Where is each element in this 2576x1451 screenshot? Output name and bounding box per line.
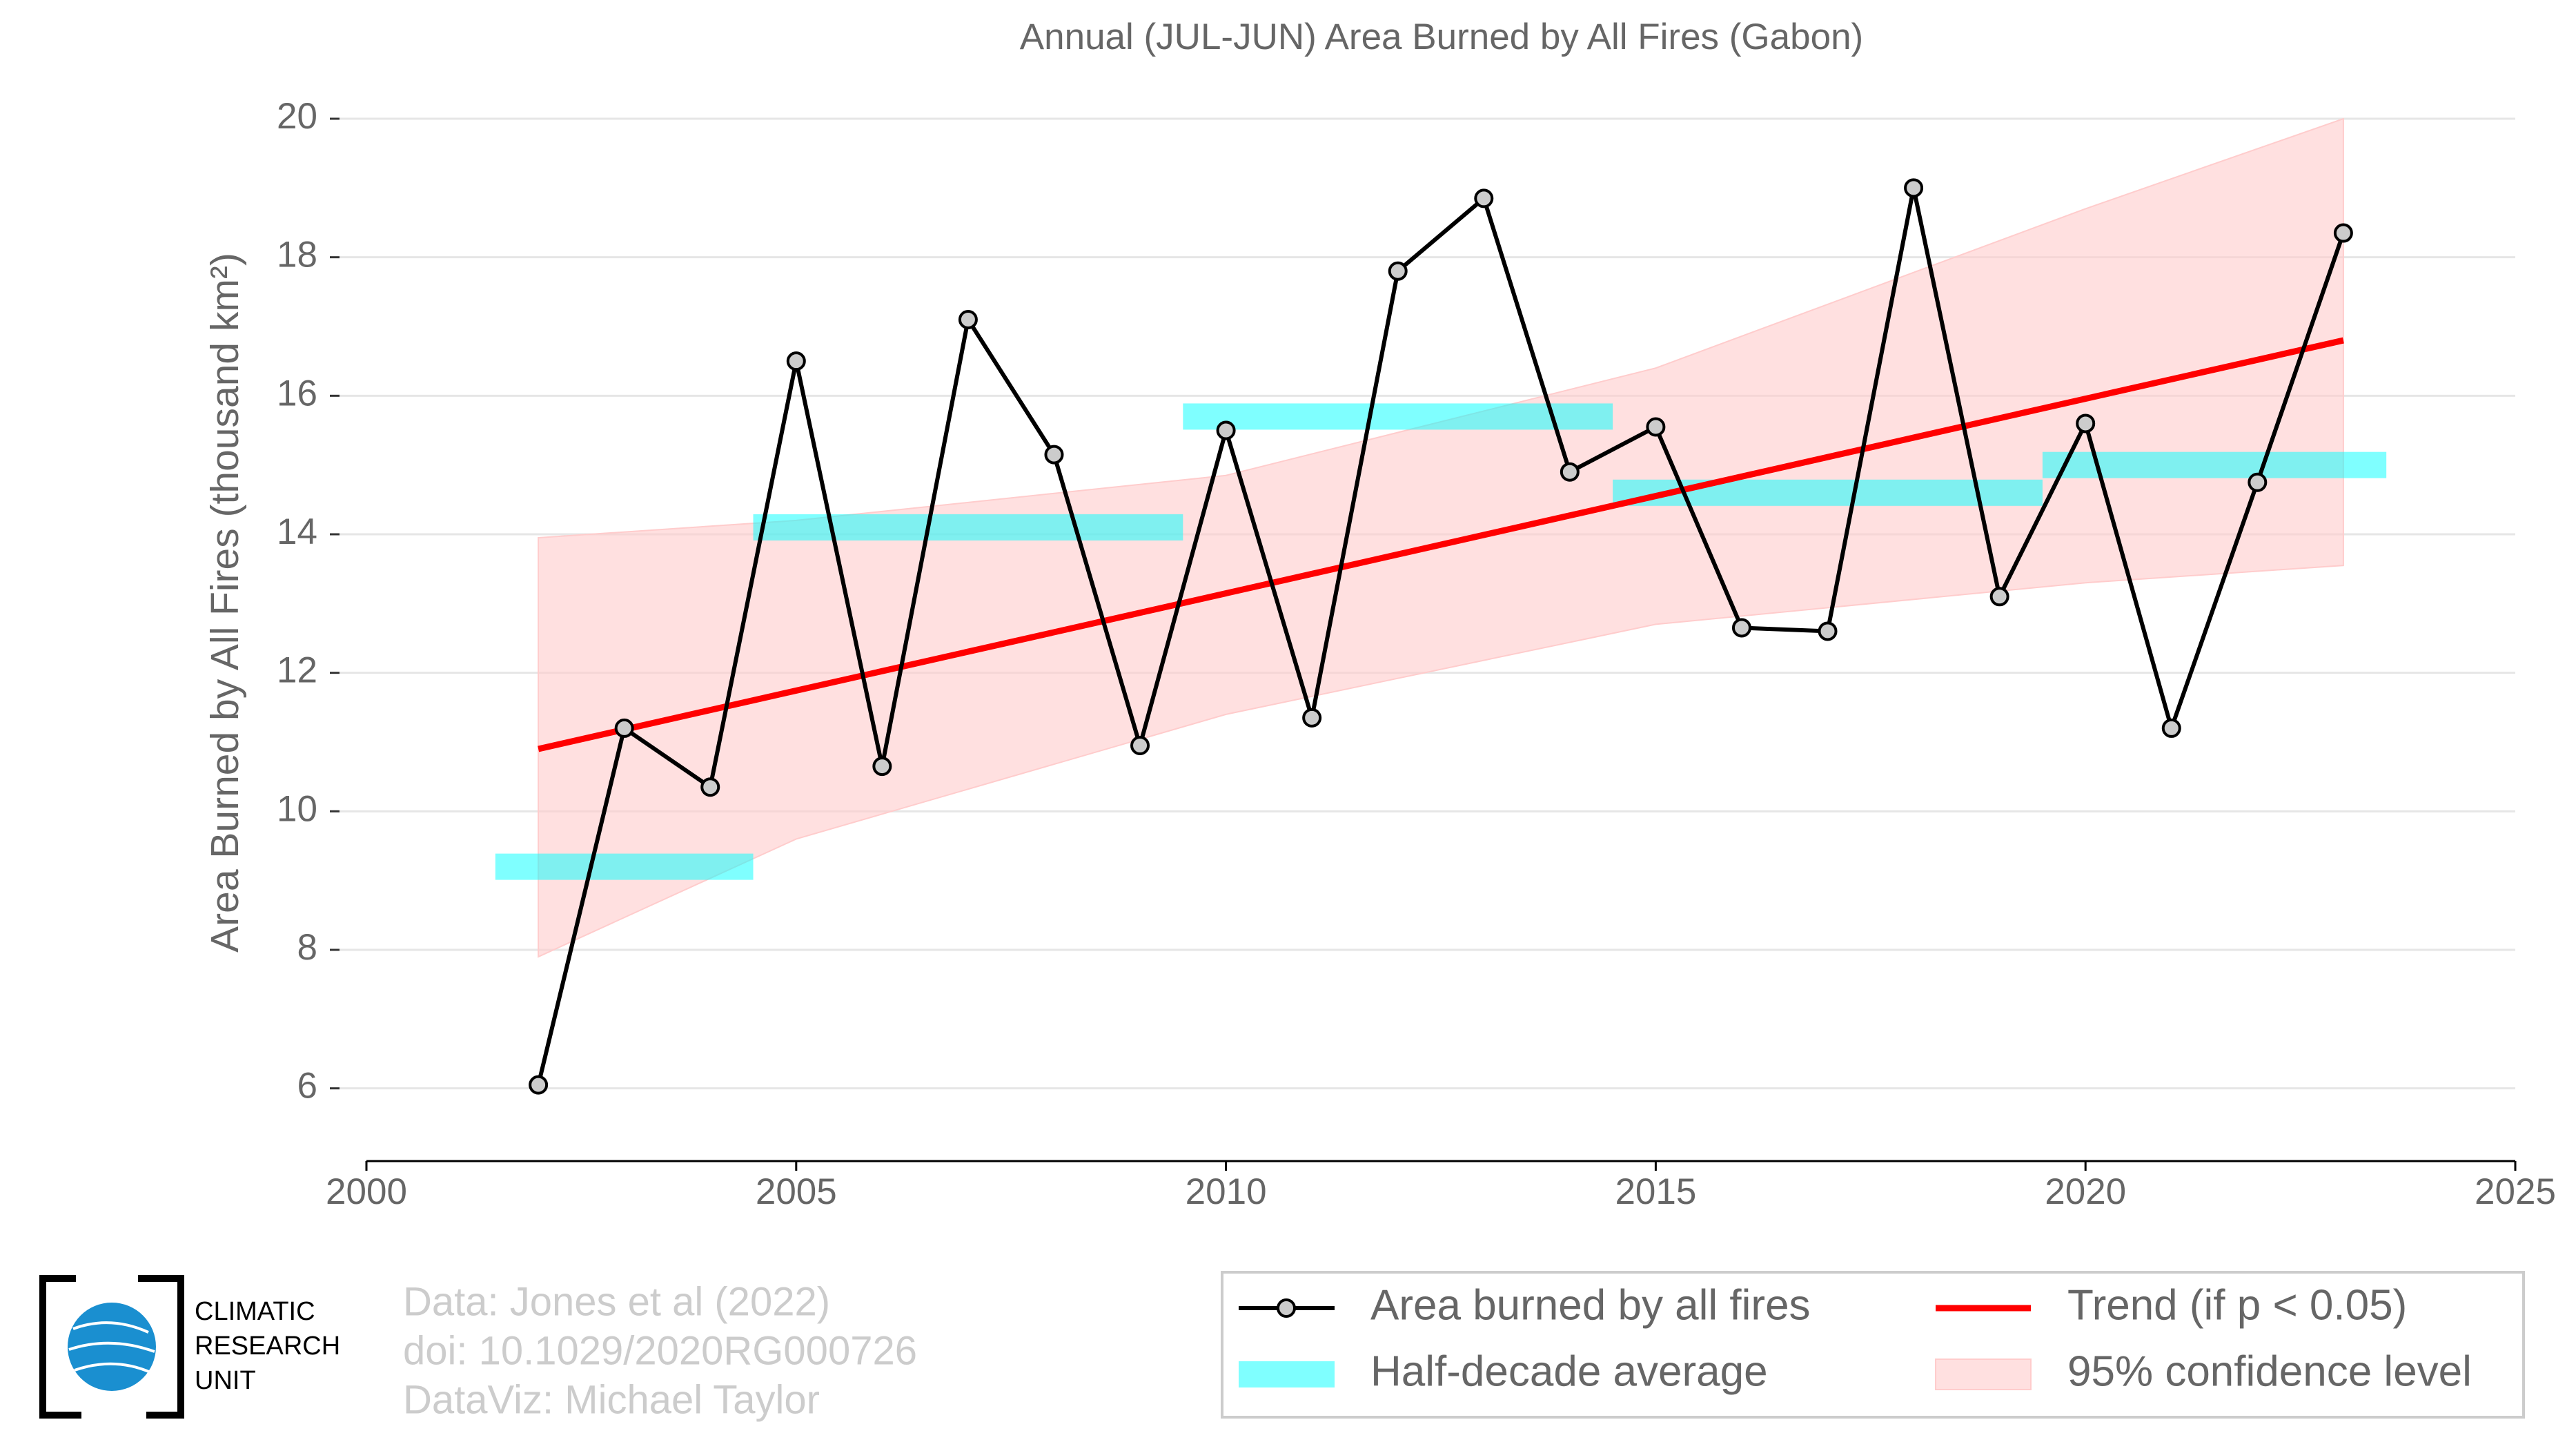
- source-text: Data: Jones et al (2022): [403, 1279, 830, 1324]
- data-point: [1474, 188, 1494, 208]
- y-tick-label: 20: [277, 96, 317, 137]
- x-tick-label: 2015: [1615, 1171, 1696, 1212]
- logo-text: CLIMATIC: [195, 1297, 315, 1326]
- logo-text: UNIT: [195, 1366, 256, 1395]
- half-decade-bar: [753, 514, 1183, 541]
- y-axis-label: Area Burned by All Fires (thousand km²): [203, 253, 247, 953]
- data-point: [700, 777, 720, 797]
- legend-swatch: [1277, 1298, 1296, 1318]
- x-tick-label: 2020: [2045, 1171, 2126, 1212]
- legend-box: [1221, 1271, 2525, 1419]
- data-point: [958, 309, 978, 329]
- y-tick-label: 6: [297, 1066, 317, 1107]
- data-point: [1818, 621, 1838, 641]
- data-point: [1904, 178, 1924, 198]
- data-point: [1646, 417, 1666, 437]
- logo-text: RESEARCH: [195, 1332, 340, 1361]
- half-decade-bar: [495, 853, 754, 880]
- legend-swatch: [1935, 1359, 2032, 1390]
- data-point: [872, 757, 892, 777]
- legend-label: Trend (if p < 0.05): [2067, 1281, 2407, 1329]
- data-point: [2248, 472, 2268, 492]
- source-text: doi: 10.1029/2020RG000726: [403, 1328, 917, 1373]
- logo: [39, 1270, 184, 1425]
- x-tick-label: 2000: [326, 1171, 407, 1212]
- data-point: [1044, 445, 1064, 465]
- data-point: [614, 718, 634, 738]
- data-point: [1560, 462, 1580, 482]
- trend-line: [538, 337, 2344, 752]
- legend-label: 95% confidence level: [2067, 1347, 2472, 1395]
- half-decade-bar: [1183, 403, 1613, 430]
- y-tick-label: 8: [297, 927, 317, 968]
- x-tick-label: 2025: [2475, 1171, 2556, 1212]
- data-point: [1130, 736, 1150, 756]
- y-tick-label: 12: [277, 650, 317, 691]
- legend-label: Half-decade average: [1370, 1347, 1768, 1395]
- data-point: [1216, 420, 1236, 440]
- y-tick-label: 10: [277, 788, 317, 829]
- data-point: [2161, 718, 2181, 738]
- data-point: [2076, 413, 2096, 434]
- data-point: [1388, 261, 1408, 281]
- x-tick-label: 2005: [756, 1171, 837, 1212]
- chart-title: Annual (JUL-JUN) Area Burned by All Fire…: [1020, 17, 1863, 57]
- y-tick-label: 18: [277, 235, 317, 275]
- legend-label: Area burned by all fires: [1370, 1281, 1811, 1329]
- y-tick-label: 14: [277, 512, 317, 552]
- legend-swatch: [1239, 1361, 1335, 1387]
- data-point: [1731, 618, 1751, 638]
- source-text: DataViz: Michael Taylor: [403, 1377, 820, 1422]
- confidence-band: [538, 117, 2344, 958]
- y-tick-label: 16: [277, 373, 317, 413]
- data-point: [529, 1075, 549, 1095]
- data-point: [786, 351, 806, 371]
- data-point: [1989, 587, 2009, 607]
- series-line: [536, 187, 2346, 1086]
- data-point: [2333, 223, 2353, 243]
- x-tick-label: 2010: [1186, 1171, 1267, 1212]
- data-point: [1302, 708, 1322, 728]
